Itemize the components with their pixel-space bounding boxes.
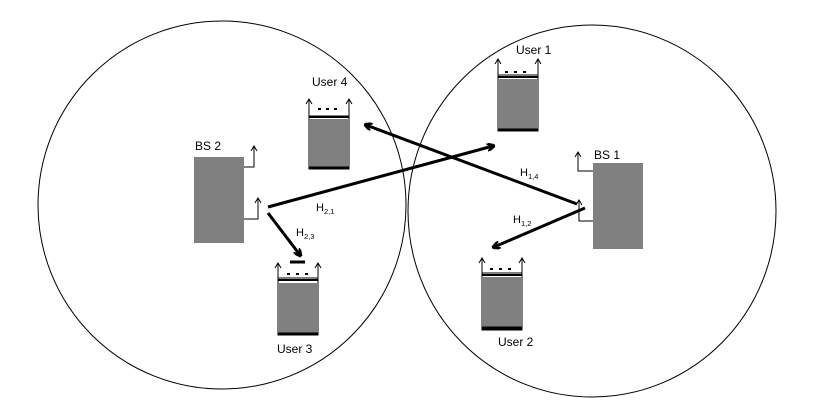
cell-1-circle	[407, 24, 777, 398]
user-2-body	[482, 277, 522, 328]
user-4-label: User 4	[312, 75, 348, 89]
user-3: User 3	[274, 262, 322, 356]
base-station-1-label: BS 1	[594, 148, 620, 162]
channel-h23-arrow	[266, 212, 300, 255]
channel-h14-label: H1,4	[520, 167, 538, 181]
antenna-icon	[244, 145, 258, 168]
base-station-2-box	[194, 157, 244, 243]
base-station-1-box	[593, 163, 643, 249]
user-1-label: User 1	[516, 43, 552, 57]
cell-2-circle	[37, 20, 407, 390]
channel-h21-label: H2,1	[316, 202, 334, 216]
base-station-2-label: BS 2	[195, 139, 221, 153]
antenna-icon	[314, 262, 322, 278]
channel-h14-arrow	[366, 125, 578, 206]
user-4: User 4	[305, 75, 353, 170]
antenna-icon	[305, 98, 313, 116]
user-1-body	[498, 79, 538, 130]
user-3-label: User 3	[277, 342, 313, 356]
channel-h12-label: H1,2	[513, 214, 531, 228]
channel-h23-label: H2,3	[296, 227, 314, 241]
user-2-label: User 2	[498, 335, 534, 349]
antenna-icon	[274, 262, 282, 278]
antenna-icon	[518, 257, 526, 273]
channel-h12-arrow	[494, 206, 586, 247]
user-3-body	[278, 283, 318, 334]
antenna-icon	[244, 197, 262, 220]
channel-h21-arrow	[267, 146, 493, 209]
user-4-body	[309, 119, 349, 168]
antenna-icon	[574, 151, 593, 172]
base-station-1: BS 1	[574, 148, 643, 249]
user-1: User 1	[494, 43, 552, 132]
antenna-icon	[478, 257, 486, 273]
antenna-icon	[494, 58, 502, 75]
base-station-2: BS 2	[194, 139, 262, 243]
user-2: User 2	[478, 257, 534, 349]
antenna-icon	[534, 58, 542, 75]
antenna-icon	[345, 98, 353, 116]
